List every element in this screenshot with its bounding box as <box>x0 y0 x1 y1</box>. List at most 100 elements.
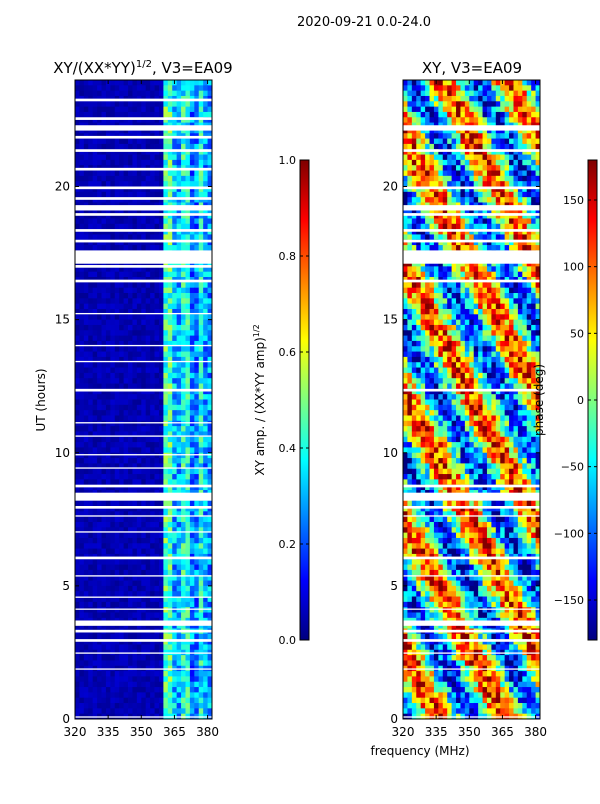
heatmap-cell <box>97 362 102 368</box>
heatmap-cell <box>434 133 439 139</box>
heatmap-cell <box>185 698 190 704</box>
heatmap-cell <box>132 442 137 448</box>
heatmap-cell <box>190 469 195 475</box>
heatmap-cell <box>203 644 208 650</box>
heatmap-cell <box>181 298 186 304</box>
heatmap-cell <box>132 272 137 278</box>
heatmap-cell <box>522 218 527 224</box>
heatmap-cell <box>124 660 129 666</box>
heatmap-cell <box>203 538 208 544</box>
heatmap-cell <box>177 160 182 166</box>
heatmap-cell <box>102 458 107 464</box>
heatmap-cell <box>159 687 164 693</box>
heatmap-cell <box>190 176 195 182</box>
heatmap-cell <box>456 144 461 150</box>
heatmap-cell <box>163 245 168 251</box>
heatmap-cell <box>110 282 115 288</box>
heatmap-cell <box>203 474 208 480</box>
heatmap-cell <box>155 288 160 294</box>
heatmap-cell <box>106 85 111 91</box>
heatmap-cell <box>124 298 129 304</box>
heatmap-cell <box>102 107 107 113</box>
heatmap-cell <box>155 155 160 161</box>
heatmap-cell <box>194 421 199 427</box>
heatmap-cell <box>84 581 89 587</box>
heatmap-cell <box>190 549 195 555</box>
heatmap-cell <box>132 394 137 400</box>
heatmap-cell <box>159 570 164 576</box>
heatmap-cell <box>115 703 120 709</box>
heatmap-cell <box>119 565 124 571</box>
heatmap-cell <box>137 522 142 528</box>
heatmap-cell <box>487 224 492 230</box>
heatmap-cell <box>132 330 137 336</box>
heatmap-cell <box>518 155 523 161</box>
heatmap-cell <box>438 107 443 113</box>
colorbar-tick-label: 0.6 <box>279 346 297 359</box>
heatmap-cell <box>412 117 417 123</box>
heatmap-cell <box>146 362 151 368</box>
heatmap-cell <box>194 362 199 368</box>
heatmap-cell <box>513 224 518 230</box>
heatmap-cell <box>119 80 124 86</box>
heatmap-cell <box>93 405 98 411</box>
heatmap-cell <box>128 644 133 650</box>
heatmap-cell <box>150 282 155 288</box>
heatmap-cell <box>443 133 448 139</box>
heatmap-cell <box>155 538 160 544</box>
heatmap-cell <box>137 234 142 240</box>
heatmap-cell <box>128 474 133 480</box>
heatmap-cell <box>531 171 536 177</box>
heatmap-cell <box>190 144 195 150</box>
heatmap-cell <box>110 415 115 421</box>
heatmap-cell <box>172 458 177 464</box>
heatmap-cell <box>163 80 168 86</box>
heatmap-cell <box>146 676 151 682</box>
heatmap-cell <box>106 314 111 320</box>
heatmap-cell <box>452 266 457 272</box>
heatmap-cell <box>483 176 488 182</box>
heatmap-cell <box>421 91 426 97</box>
heatmap-cell <box>177 368 182 374</box>
heatmap-cell <box>203 570 208 576</box>
heatmap-cell <box>181 522 186 528</box>
heatmap-cell <box>416 96 421 102</box>
heatmap-cell <box>119 373 124 379</box>
heatmap-cell <box>88 410 93 416</box>
heatmap-cell <box>75 634 80 640</box>
heatmap-cell <box>124 293 129 299</box>
heatmap-cell <box>177 101 182 107</box>
heatmap-cell <box>452 155 457 161</box>
heatmap-cell <box>75 570 80 576</box>
heatmap-cell <box>75 91 80 97</box>
heatmap-cell <box>500 112 505 118</box>
heatmap-cell <box>491 107 496 113</box>
heatmap-cell <box>137 288 142 294</box>
heatmap-cell <box>430 218 435 224</box>
heatmap-cell <box>110 458 115 464</box>
heatmap-cell <box>190 139 195 145</box>
heatmap-cell <box>177 655 182 661</box>
heatmap-cell <box>527 85 532 91</box>
heatmap-cell <box>443 218 448 224</box>
heatmap-cell <box>190 586 195 592</box>
heatmap-cell <box>93 421 98 427</box>
heatmap-cell <box>115 192 120 198</box>
heatmap-cell <box>491 192 496 198</box>
heatmap-cell <box>430 112 435 118</box>
heatmap-cell <box>452 181 457 187</box>
x-tick-label: 335 <box>97 725 120 739</box>
heatmap-cell <box>199 176 204 182</box>
heatmap-cell <box>199 655 204 661</box>
heatmap-cell <box>75 101 80 107</box>
heatmap-cell <box>146 160 151 166</box>
heatmap-cell <box>97 570 102 576</box>
heatmap-cell <box>102 293 107 299</box>
heatmap-cell <box>93 224 98 230</box>
heatmap-cell <box>106 660 111 666</box>
heatmap-cell <box>88 565 93 571</box>
heatmap-cell <box>93 80 98 86</box>
heatmap-cell <box>150 522 155 528</box>
heatmap-cell <box>168 224 173 230</box>
heatmap-cell <box>132 655 137 661</box>
